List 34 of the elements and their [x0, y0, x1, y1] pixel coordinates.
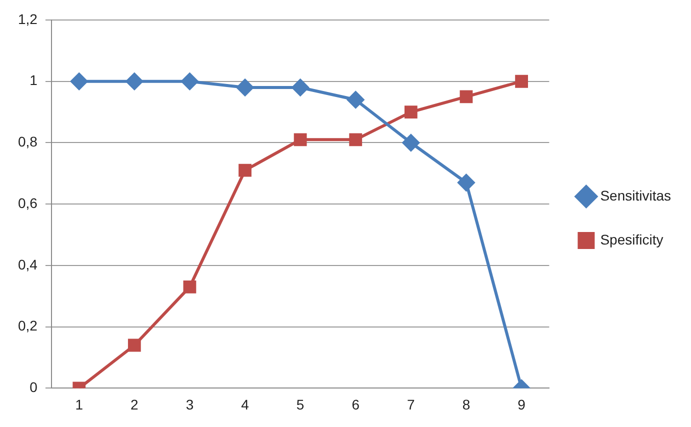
legend-label: Spesificity	[600, 231, 664, 248]
point	[126, 72, 143, 90]
point	[236, 79, 254, 96]
point	[70, 72, 88, 90]
x-tick-label: 6	[352, 396, 360, 412]
point	[402, 134, 420, 152]
legend-label: Sensitivitas	[600, 187, 672, 204]
point	[349, 133, 362, 146]
point	[460, 90, 473, 104]
point	[238, 164, 252, 177]
x-tick-label: 8	[462, 396, 470, 412]
point	[515, 74, 528, 88]
y-tick-label: 1,2	[18, 10, 38, 27]
point	[347, 91, 364, 108]
point	[458, 174, 475, 192]
x-tick-label: 5	[296, 396, 304, 412]
point	[128, 338, 141, 352]
point	[294, 133, 307, 146]
x-tick-label: 1	[75, 396, 84, 412]
y-tick-label: 0,4	[18, 256, 38, 272]
y-tick-label: 1	[30, 72, 38, 88]
y-tick-label: 0,6	[18, 194, 38, 211]
y-tick-label: 0	[30, 379, 38, 396]
point	[404, 106, 418, 118]
point	[181, 72, 198, 90]
y-tick-label: 0,2	[18, 318, 38, 334]
x-tick-label: 2	[130, 396, 139, 412]
x-tick-label: 9	[518, 396, 526, 412]
x-tick-label: 3	[186, 396, 194, 412]
point	[292, 79, 309, 96]
point	[183, 280, 196, 294]
x-tick-label: 4	[241, 396, 250, 412]
y-tick-label: 0,8	[18, 134, 38, 150]
x-tick-label: 7	[407, 396, 416, 412]
